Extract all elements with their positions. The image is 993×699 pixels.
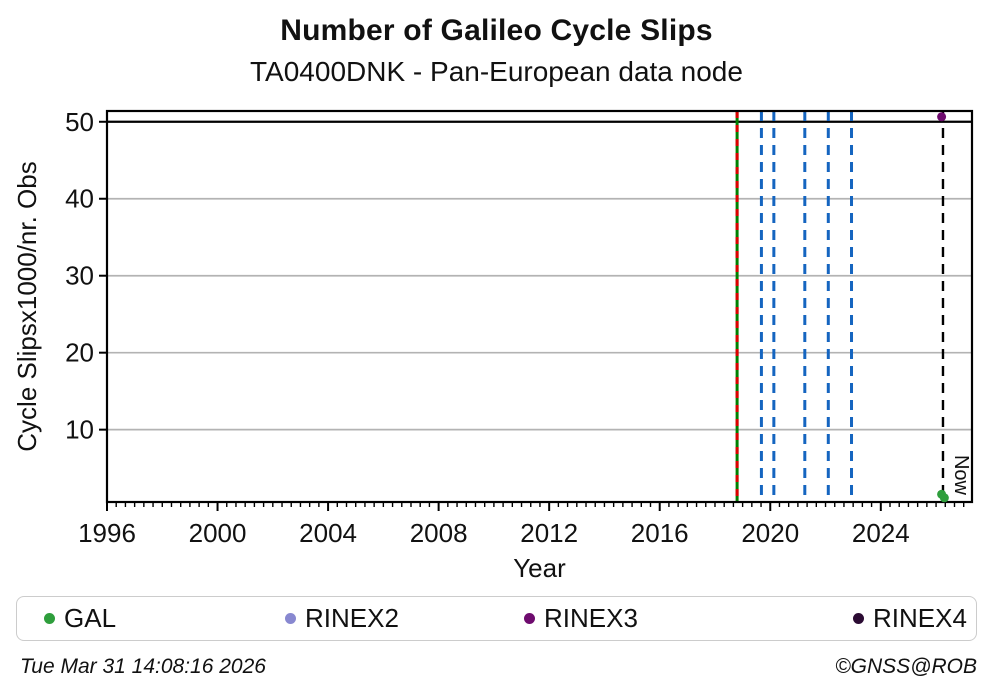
x-tick-label: 1996 bbox=[78, 518, 136, 548]
timestamp-text: Tue Mar 31 14:08:16 2026 bbox=[20, 655, 266, 678]
legend-label-rinex2: RINEX2 bbox=[305, 603, 399, 633]
legend-entry-rinex2: RINEX2 bbox=[285, 597, 399, 640]
legend-entry-gal: GAL bbox=[44, 597, 116, 640]
x-tick-label: 2016 bbox=[631, 518, 689, 548]
rinex4-marker-icon bbox=[853, 613, 864, 624]
legend-label-rinex4: RINEX4 bbox=[873, 603, 967, 633]
y-tick-label: 20 bbox=[65, 338, 94, 368]
y-tick-label: 50 bbox=[65, 107, 94, 137]
y-tick-label: 40 bbox=[65, 184, 94, 214]
x-tick-label: 2024 bbox=[852, 518, 910, 548]
x-tick-label: 2000 bbox=[189, 518, 247, 548]
chart-title: Number of Galileo Cycle Slips bbox=[280, 14, 713, 47]
data-point-rinex3 bbox=[937, 112, 947, 122]
rinex3-marker-icon bbox=[524, 613, 535, 624]
y-tick-label: 10 bbox=[65, 415, 94, 445]
legend-entry-rinex3: RINEX3 bbox=[524, 597, 638, 640]
plot-frame bbox=[105, 109, 974, 504]
x-tick-label: 2020 bbox=[741, 518, 799, 548]
cycle-slips-plot: Now 10 20 30 40 50 1996 2000 2004 2008 2012 2016 202… bbox=[12, 107, 974, 583]
x-tick-label: 2008 bbox=[410, 518, 468, 548]
chart-subtitle: TA0400DNK - Pan-European data node bbox=[250, 56, 743, 87]
gal-marker-icon bbox=[44, 613, 55, 624]
now-label: Now bbox=[950, 455, 972, 496]
legend-entry-rinex4: RINEX4 bbox=[853, 597, 967, 640]
y-tick-label: 30 bbox=[65, 261, 94, 291]
legend-label-gal: GAL bbox=[64, 603, 117, 633]
data-point-gal bbox=[939, 493, 949, 503]
rinex2-marker-icon bbox=[285, 613, 296, 624]
y-axis-label: Cycle Slipsx1000/nr. Obs bbox=[12, 161, 42, 451]
legend-label-rinex3: RINEX3 bbox=[544, 603, 638, 633]
x-axis-label: Year bbox=[513, 553, 566, 583]
copyright-text: ©GNSS@ROB bbox=[835, 655, 977, 678]
x-tick-label: 2012 bbox=[520, 518, 578, 548]
x-tick-label: 2004 bbox=[299, 518, 357, 548]
legend: GAL RINEX2 RINEX3 RINEX4 bbox=[16, 596, 977, 641]
